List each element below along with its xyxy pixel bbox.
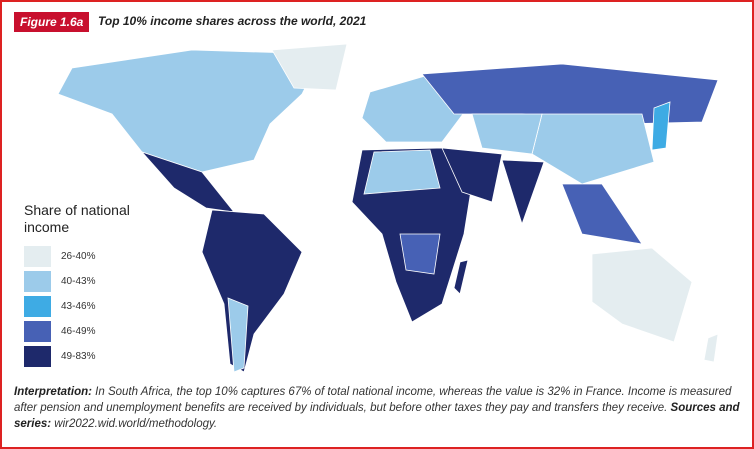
region — [561, 183, 643, 245]
legend-label: 26-40% — [61, 251, 96, 262]
legend-label: 49-83% — [61, 351, 96, 362]
legend-swatch — [24, 246, 51, 267]
legend-item: 26-40% — [24, 244, 144, 269]
region — [271, 43, 348, 91]
region — [703, 333, 719, 363]
legend-label: 40-43% — [61, 276, 96, 287]
legend-swatch — [24, 271, 51, 292]
region — [531, 113, 655, 185]
region — [363, 149, 441, 195]
note-label: Interpretation: — [14, 386, 92, 398]
legend-title: Share of national income — [24, 202, 130, 235]
legend-item: 43-46% — [24, 294, 144, 319]
legend: Share of national income 26-40% 40-43% 43-… — [24, 202, 144, 369]
figure-label: Figure 1.6a — [14, 12, 90, 32]
note: Interpretation: In South Africa, the top… — [14, 384, 742, 432]
region — [227, 297, 249, 373]
legend-swatch — [24, 321, 51, 342]
region — [140, 151, 235, 213]
sources-text: wir2022.wid.world/methodology. — [54, 418, 218, 430]
region — [453, 259, 469, 295]
region — [201, 209, 303, 373]
legend-swatch — [24, 346, 51, 367]
note-text: In South Africa, the top 10% captures 67… — [14, 386, 732, 414]
region — [591, 247, 693, 343]
legend-item: 46-49% — [24, 319, 144, 344]
region — [651, 101, 671, 151]
legend-item: 49-83% — [24, 344, 144, 369]
legend-swatch — [24, 296, 51, 317]
region — [441, 147, 503, 203]
region — [501, 159, 545, 226]
legend-item: 40-43% — [24, 269, 144, 294]
sources-label: Sources and series: — [14, 402, 740, 430]
legend-items: 26-40% 40-43% 43-46% 46-49% 49-83% — [24, 244, 144, 369]
region — [399, 233, 441, 275]
figure-title: Top 10% income shares across the world, … — [98, 14, 367, 28]
world-map — [57, 43, 719, 373]
legend-label: 43-46% — [61, 301, 96, 312]
legend-label: 46-49% — [61, 326, 96, 337]
region — [471, 113, 543, 155]
